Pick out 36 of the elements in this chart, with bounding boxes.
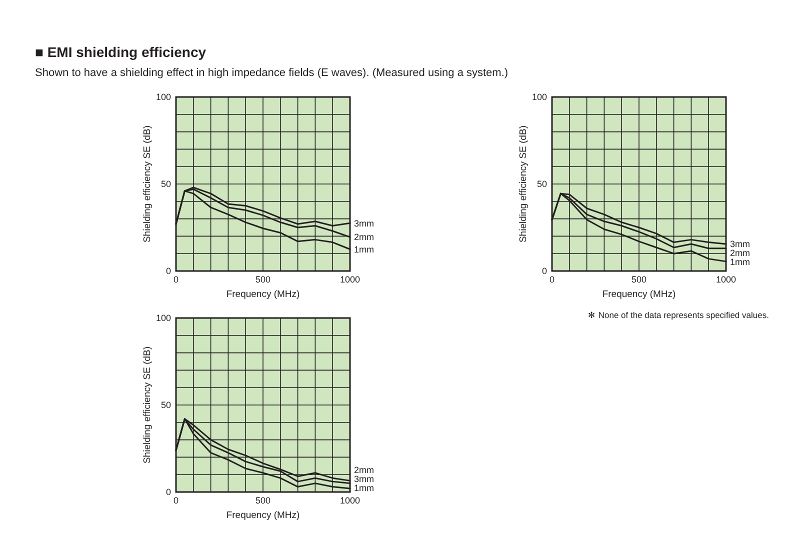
x-tick-label: 500	[631, 274, 647, 284]
series-label: 1mm	[730, 257, 750, 268]
series-label: 3mm	[730, 239, 750, 250]
chart-title: ■ EMI shielding efficiency	[35, 44, 206, 60]
series-label: 3mm	[354, 218, 374, 228]
y-axis-title: Shielding efficiency SE (dB)	[142, 125, 153, 243]
y-tick-label: 100	[532, 92, 547, 102]
y-tick-label: 0	[542, 266, 547, 276]
x-axis-title: Frequency (MHz)	[602, 289, 676, 300]
y-tick-label: 50	[536, 178, 547, 189]
x-tick-label: 1000	[716, 274, 736, 284]
y-tick-label: 100	[156, 92, 171, 102]
x-tick-label: 1000	[340, 495, 360, 506]
series-label: 2mm	[354, 465, 374, 476]
y-tick-label: 0	[166, 266, 171, 276]
x-tick-label: 0	[549, 274, 555, 284]
x-axis-title: Frequency (MHz)	[226, 510, 300, 521]
text: ✻ None of the data represents specified values.	[588, 310, 769, 320]
chart-subtitle: Shown to have a shielding effect in high impedance fields (E waves). (Measured using a system.)	[35, 67, 508, 79]
y-tick-label: 50	[160, 400, 171, 410]
x-axis-title: Frequency (MHz)	[226, 289, 300, 300]
x-tick-label: 0	[173, 495, 179, 506]
y-axis-title: Shielding efficiency SE (dB)	[518, 125, 529, 243]
x-tick-label: 500	[255, 274, 271, 284]
series-label: 2mm	[730, 248, 750, 258]
x-tick-label: 0	[173, 274, 179, 284]
x-tick-label: 1000	[340, 274, 360, 284]
y-tick-label: 100	[156, 312, 171, 323]
y-tick-label: 0	[166, 486, 171, 497]
x-tick-label: 500	[255, 495, 271, 506]
series-label: 1mm	[354, 244, 374, 254]
series-label: 2mm	[354, 232, 374, 242]
y-axis-title: Shielding efficiency SE (dB)	[142, 346, 153, 464]
series-label: 3mm	[354, 474, 374, 484]
series-label: 1mm	[354, 483, 374, 494]
y-tick-label: 50	[160, 178, 171, 189]
